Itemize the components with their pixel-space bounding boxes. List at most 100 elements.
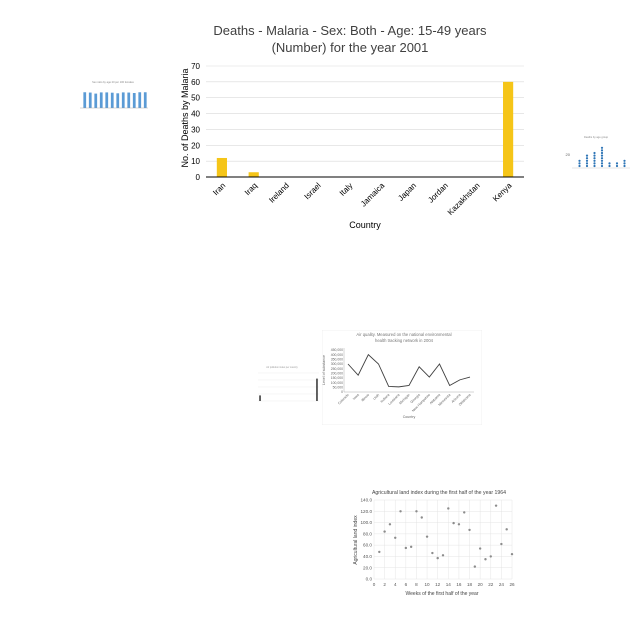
scatter-y-tick-label: 140.0 (361, 498, 373, 503)
scatter-point (463, 511, 466, 514)
main-bar (216, 157, 227, 177)
main-x-tick-label: Japan (396, 181, 418, 203)
scatter-chart-points (378, 504, 514, 568)
mini-dot (593, 157, 596, 160)
line-chart-x-tick-label: Iowa (352, 393, 360, 401)
mini-bar (138, 92, 142, 108)
line-chart-series (347, 353, 471, 388)
scatter-point (420, 516, 423, 519)
line-chart-y-tick-label: 150,000 (331, 376, 343, 380)
scatter-x-tick-label: 12 (435, 582, 441, 587)
scatter-chart-y-label: Agricultural land index (353, 515, 359, 565)
scatter-point (489, 555, 492, 558)
main-x-axis-label: Country (349, 220, 381, 230)
mini-bar-chart-top-left: Sex ratio by age 20 per 100 females (80, 80, 148, 109)
line-chart-y-label: Level of substance (322, 355, 326, 385)
main-y-tick-label: 60 (191, 78, 200, 87)
line-chart-x-tick-label: Illinois (361, 393, 371, 403)
mini-dot (578, 164, 581, 168)
scatter-point (484, 558, 487, 561)
line-chart-y-tick-label: 200,000 (331, 372, 343, 376)
line-chart-y-tick-label: 300,000 (331, 362, 343, 366)
scatter-x-tick-label: 16 (456, 582, 462, 587)
agricultural-scatter-chart: Agricultural land index during the first… (353, 490, 515, 597)
mini-dot (600, 162, 604, 165)
mini-dot (600, 146, 604, 149)
mini-bar (127, 92, 131, 108)
scatter-point (452, 521, 455, 525)
mini-dot (593, 164, 596, 168)
main-x-tick-label: Iraq (243, 181, 259, 197)
scatter-x-tick-label: 0 (373, 582, 376, 587)
scatter-point (415, 510, 418, 513)
mini-dot (585, 164, 589, 168)
mini-dot (615, 164, 619, 168)
scatter-point (399, 510, 402, 513)
mini-dot (608, 164, 611, 168)
scatter-point (447, 507, 450, 510)
mini-dot (600, 151, 604, 155)
main-bar (248, 172, 259, 177)
scatter-x-tick-label: 18 (467, 582, 473, 587)
mini-dot (593, 154, 596, 157)
line-chart-y-tick-label: 100,000 (331, 381, 343, 385)
main-y-tick-label: 40 (191, 110, 200, 119)
mini-chart-dots-right (578, 146, 626, 168)
line-chart-title-line1: Air quality. Measured on the national en… (356, 332, 451, 337)
mini-bar (316, 378, 318, 401)
main-x-tick-label: Kazakhstan (446, 181, 482, 217)
scatter-x-tick-label: 14 (446, 582, 452, 587)
scatter-y-tick-label: 120.0 (361, 509, 373, 514)
mini-dot (623, 164, 626, 168)
mini-bar (132, 93, 136, 108)
main-bar (503, 81, 514, 177)
mini-chart-grid-middle-left (258, 372, 319, 402)
main-y-tick-label: 50 (191, 94, 200, 103)
mini-chart-title-top-left: Sex ratio by age 20 per 100 females (92, 80, 134, 84)
scatter-y-tick-label: 0.0 (366, 577, 373, 582)
scatter-point (468, 528, 471, 532)
mini-bar (105, 92, 109, 108)
scatter-point (431, 551, 434, 555)
mini-bar (88, 92, 92, 108)
scatter-x-tick-label: 22 (488, 582, 494, 587)
main-x-tick-label: Italy (338, 181, 355, 198)
main-chart-x-ticks: Iran Iraq Ireland Israel Italy Jamaica Japan Jo… (211, 181, 514, 217)
mini-bar (259, 395, 261, 401)
scatter-chart-y-ticks: 0.0 20.0 40.0 60.0 80.0 100.0 120.0 140.0 (361, 498, 373, 582)
scatter-x-tick-label: 2 (383, 582, 386, 587)
main-chart-bars (216, 81, 514, 177)
scatter-point (457, 523, 461, 526)
line-chart-x-tick-label: Georgia (410, 393, 421, 404)
scatter-y-tick-label: 20.0 (363, 565, 372, 570)
main-y-tick-label: 10 (191, 157, 200, 166)
main-y-tick-label: 20 (191, 141, 200, 150)
scatter-point (425, 535, 429, 538)
mini-bar (143, 92, 147, 108)
main-y-axis-label: No. of Deaths by Malaria (180, 68, 190, 167)
line-chart-frame (322, 330, 482, 425)
mini-dot (600, 164, 604, 168)
scatter-point (409, 545, 413, 549)
scatter-point (378, 550, 381, 554)
mini-bar-chart-middle-left: Air pollution index per country (258, 366, 319, 402)
mini-dot (615, 162, 619, 165)
mini-dot (585, 162, 589, 165)
mini-dot (593, 159, 596, 162)
line-chart-x-label: Country (403, 415, 416, 419)
scatter-point (394, 536, 397, 540)
mini-dot (593, 162, 596, 165)
scatter-x-tick-label: 4 (394, 582, 397, 587)
mini-dot (623, 162, 626, 165)
main-chart-y-ticks: 0 10 20 30 40 50 60 70 (191, 62, 200, 182)
mini-dot (578, 162, 581, 165)
line-chart-y-tick-label: 50,000 (333, 386, 343, 390)
main-chart-grid (206, 65, 524, 162)
scatter-x-tick-label: 20 (478, 582, 484, 587)
scatter-x-tick-label: 10 (425, 582, 431, 587)
mini-chart-title-right: Deaths by age group (584, 135, 609, 139)
main-y-tick-label: 30 (191, 125, 200, 134)
line-chart-y-tick-label: 350,000 (331, 358, 343, 362)
mini-bar (121, 92, 125, 108)
scatter-x-tick-label: 24 (499, 582, 505, 587)
